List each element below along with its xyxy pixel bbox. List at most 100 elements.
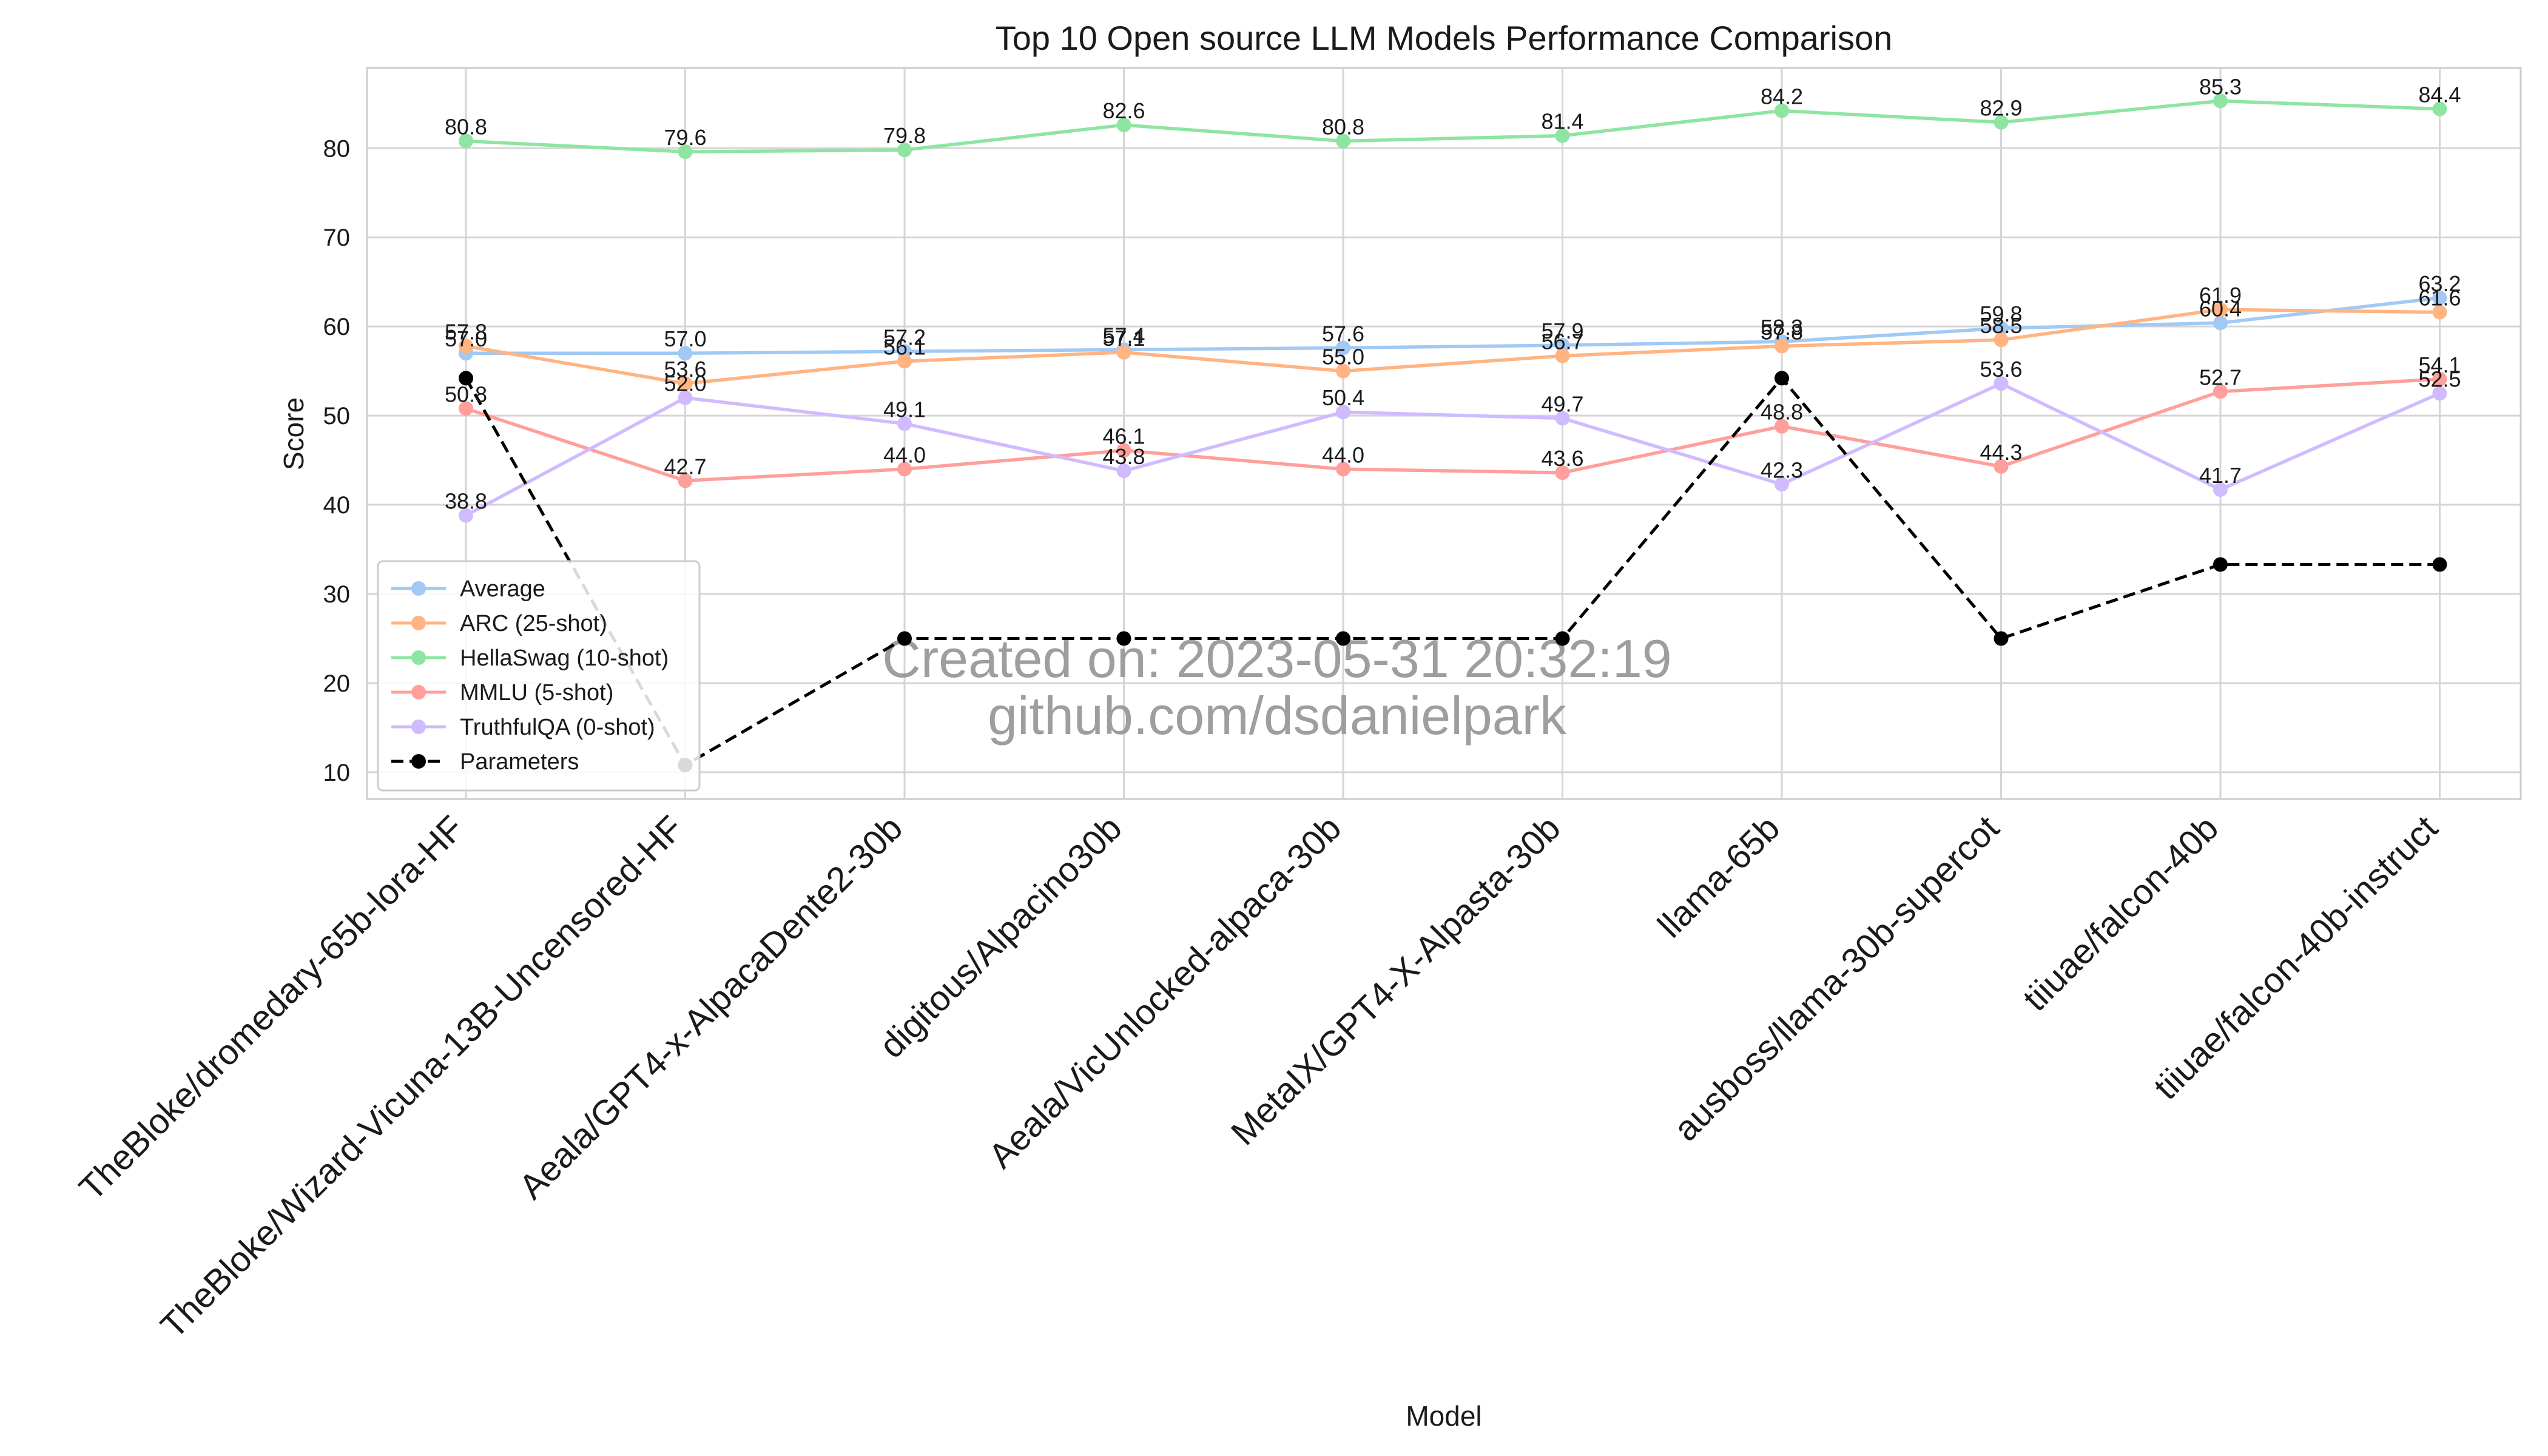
- data-point: [1555, 631, 1570, 646]
- data-label: 79.6: [664, 125, 706, 150]
- data-label: 42.3: [1761, 457, 1803, 482]
- data-label: 59.8: [1980, 302, 2022, 326]
- data-point: [459, 401, 473, 416]
- data-point: [1774, 371, 1789, 386]
- data-point: [1774, 103, 1789, 118]
- data-label: 57.0: [445, 326, 487, 351]
- data-label: 63.2: [2418, 271, 2461, 296]
- series: [459, 93, 2447, 773]
- data-label: 52.0: [664, 371, 706, 396]
- data-label: 81.4: [1541, 109, 1583, 134]
- data-label: 60.4: [2199, 296, 2242, 321]
- data-label: 79.8: [883, 123, 926, 148]
- data-label: 43.8: [1102, 444, 1145, 469]
- watermark-line-2: github.com/dsdanielpark: [988, 686, 1567, 746]
- chart-title: Top 10 Open source LLM Models Performanc…: [996, 19, 1893, 57]
- legend-swatch-marker: [411, 581, 426, 596]
- legend-swatch-marker: [411, 720, 426, 734]
- data-label: 57.8: [1761, 319, 1803, 344]
- y-tick-label: 50: [323, 403, 351, 430]
- data-point: [1774, 339, 1789, 354]
- data-point: [1116, 463, 1131, 479]
- data-label: 61.6: [2418, 286, 2461, 311]
- data-label: 52.7: [2199, 365, 2242, 389]
- data-labels: 57.0 57.0 57.2 57.4 57.6 57.9 58.3 59.8 60.4 63.2…: [445, 74, 2461, 513]
- data-label: 56.7: [1541, 329, 1583, 354]
- series-line: [465, 308, 2440, 385]
- data-label: 85.3: [2199, 74, 2242, 99]
- data-point: [459, 133, 473, 149]
- data-point: [1336, 340, 1350, 356]
- y-axis-ticks: 10 20 30 40 50 60 70 80: [323, 135, 351, 786]
- y-tick-label: 40: [323, 492, 351, 519]
- data-label: 57.8: [445, 319, 487, 344]
- data-point: [1555, 465, 1570, 480]
- data-point: [1116, 631, 1131, 646]
- data-point: [459, 508, 473, 523]
- data-label: 57.0: [664, 326, 706, 351]
- data-label: 84.2: [1761, 84, 1803, 109]
- data-point: [1116, 345, 1131, 360]
- data-point: [897, 416, 912, 431]
- series-line: [465, 99, 2440, 153]
- data-label: 53.6: [1980, 357, 2022, 382]
- data-point: [1336, 133, 1350, 149]
- data-label: 54.1: [2418, 352, 2461, 377]
- y-tick-label: 70: [323, 224, 351, 251]
- data-point: [897, 143, 912, 158]
- data-point: [2432, 291, 2447, 306]
- data-point: [1336, 631, 1350, 646]
- data-label: 57.4: [1102, 323, 1145, 348]
- legend: Average ARC (25-shot) HellaSwag (10-shot) M…: [377, 560, 701, 792]
- data-label: 57.9: [1541, 318, 1583, 343]
- data-label: 80.8: [445, 115, 487, 140]
- data-point: [2213, 482, 2228, 497]
- y-axis-label: Score: [278, 397, 309, 470]
- data-label: 46.1: [1102, 423, 1145, 448]
- data-point: [1336, 462, 1350, 477]
- legend-swatch-marker: [411, 685, 426, 699]
- series-line: [465, 377, 2440, 483]
- legend-label: Average: [460, 576, 545, 602]
- series-line: [465, 382, 2441, 517]
- data-point: [1994, 376, 2009, 391]
- data-point: [1994, 115, 2009, 130]
- data-label: 61.9: [2199, 283, 2242, 308]
- data-point: [1116, 443, 1131, 458]
- data-point: [678, 376, 693, 391]
- data-point: [1555, 338, 1570, 353]
- data-label: 49.1: [883, 397, 926, 422]
- data-label: 43.6: [1541, 446, 1583, 471]
- data-point: [2213, 384, 2228, 399]
- legend-swatch-marker: [411, 616, 426, 630]
- y-tick-label: 80: [323, 135, 351, 162]
- series-line: [464, 376, 2440, 767]
- data-point: [678, 390, 693, 405]
- legend-label: HellaSwag (10-shot): [460, 645, 669, 671]
- data-point: [2432, 101, 2447, 116]
- data-point: [1774, 477, 1789, 492]
- data-point: [1116, 118, 1131, 133]
- data-point: [1994, 459, 2009, 474]
- data-label: 50.8: [445, 382, 487, 406]
- data-label: 50.4: [1322, 385, 1364, 410]
- data-point: [678, 144, 693, 160]
- y-tick-label: 60: [323, 314, 351, 340]
- data-point: [1994, 332, 2009, 348]
- grid: [367, 68, 2521, 799]
- data-point: [1336, 363, 1350, 379]
- data-point: [2213, 302, 2228, 317]
- data-point: [1555, 128, 1570, 143]
- data-label: 58.5: [1980, 313, 2022, 338]
- data-label: 82.6: [1102, 98, 1145, 123]
- legend-label: ARC (25-shot): [460, 611, 607, 636]
- data-label: 57.6: [1322, 321, 1364, 346]
- data-point: [2213, 93, 2228, 109]
- data-label: 44.0: [1322, 442, 1364, 467]
- data-label: 55.0: [1322, 345, 1364, 369]
- data-point: [1336, 405, 1350, 420]
- y-tick-label: 30: [323, 581, 351, 608]
- legend-swatch-marker: [411, 650, 426, 665]
- data-label: 52.5: [2418, 366, 2461, 391]
